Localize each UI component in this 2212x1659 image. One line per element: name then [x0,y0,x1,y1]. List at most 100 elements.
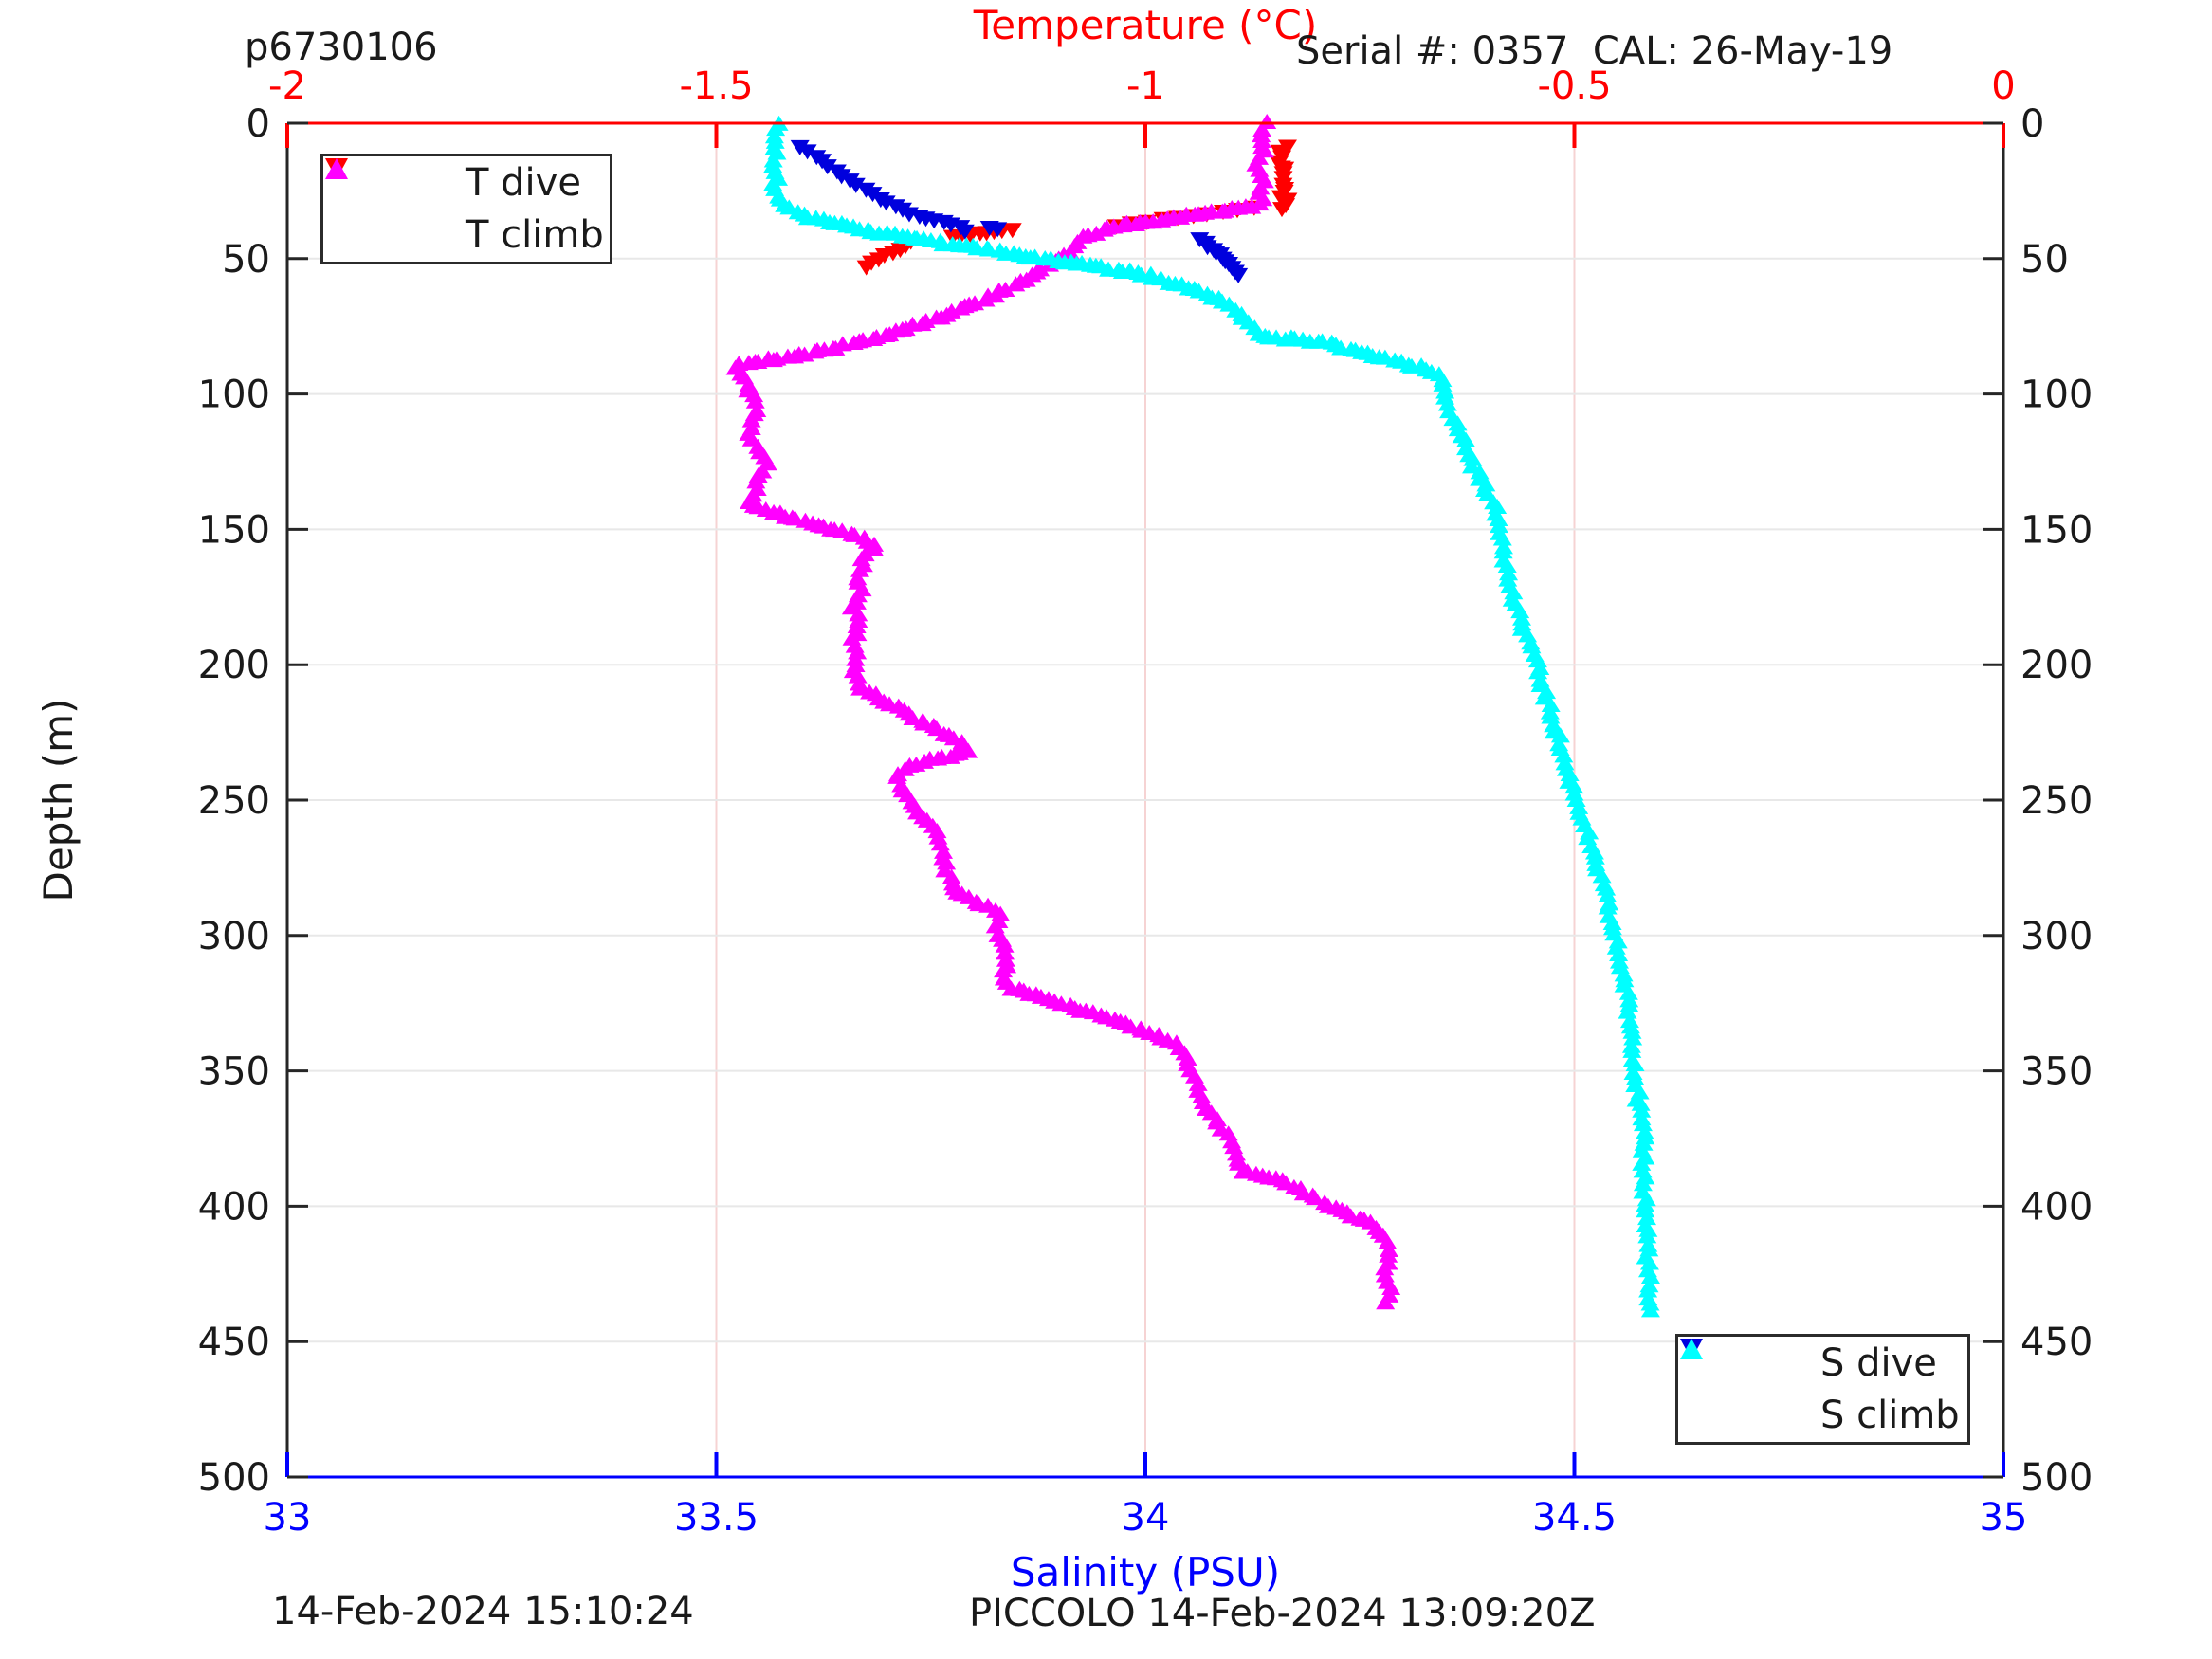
left-tick-label: 200 [198,644,270,687]
data-marker-s-climb [1528,664,1548,680]
data-marker-t-climb [937,854,957,870]
right-tick-label: 300 [2020,915,2093,958]
legend-label: S climb [1820,1394,1960,1438]
data-marker-s-dive [846,177,866,193]
data-marker-s-climb [1598,899,1618,915]
right-tick-label: 250 [2020,779,2093,823]
data-marker-t-climb [995,937,1015,953]
data-marker-t-climb [1376,1294,1396,1310]
top-tick-label: -1.5 [679,64,753,108]
legend-row: T climb [323,158,610,263]
data-marker-t-climb [995,944,1015,960]
bottom-axis-title: Salinity (PSU) [1010,1549,1281,1595]
data-marker-t-climb [744,387,764,403]
top-tick-label: -0.5 [1537,64,1611,108]
left-tick-label: 350 [198,1050,270,1094]
data-marker-t-climb [848,667,868,684]
data-marker-s-dive [797,144,817,160]
data-marker-t-climb [745,392,765,409]
left-tick-label: 100 [198,374,270,417]
data-marker-s-climb [766,120,786,137]
right-tick-label: 450 [2020,1321,2093,1364]
data-marker-s-climb [1636,1202,1655,1218]
data-marker-t-climb [746,473,766,489]
data-marker-t-climb [1381,1280,1401,1296]
data-marker-s-climb [1632,1155,1652,1171]
bottom-tick-label: 35 [1980,1496,2028,1540]
right-tick-label: 100 [2020,374,2093,417]
data-marker-s-climb [1456,431,1476,447]
data-marker-s-climb [1618,1003,1637,1019]
data-marker-s-climb [1492,530,1512,546]
left-tick-label: 500 [198,1456,270,1500]
legend-row: S dive [1678,1337,1967,1390]
legend-row: T dive [323,156,610,210]
left-tick-label: 0 [247,102,270,146]
data-marker-t-climb [865,540,885,556]
data-marker-s-climb [1639,1254,1659,1270]
legend-salinity: S dive S climb [1675,1334,1970,1445]
data-marker-t-climb [1006,276,1026,292]
legend-temperature: T dive T climb [320,154,612,264]
legend-label: T climb [466,213,604,258]
top-tick-label: 0 [1991,64,2015,108]
top-axis-title: Temperature (°C) [973,2,1318,48]
data-marker-s-climb [1634,1135,1654,1151]
data-marker-t-climb [844,334,864,350]
data-marker-s-climb [1541,696,1561,712]
right-tick-label: 50 [2020,238,2069,282]
left-tick-label: 400 [198,1185,270,1229]
data-marker-t-climb [941,868,961,884]
footer-timestamp: 14-Feb-2024 15:10:24 [272,1590,694,1633]
left-tick-label: 250 [198,779,270,823]
left-tick-label: 450 [198,1321,270,1364]
data-marker-s-climb [1437,395,1457,411]
data-marker-t-dive [1271,202,1291,218]
data-marker-s-climb [1638,1221,1658,1237]
data-marker-s-climb [1560,766,1580,782]
data-marker-s-climb [1554,747,1574,763]
data-marker-s-climb [1633,1176,1653,1192]
data-marker-t-climb [759,350,778,366]
data-marker-t-climb [1305,1190,1325,1206]
left-tick-label: 50 [222,238,270,282]
data-marker-s-climb [1622,1042,1642,1058]
data-marker-s-climb [1618,984,1638,1000]
footer-caption: PICCOLO 14-Feb-2024 13:09:20Z [969,1592,1596,1635]
data-marker-s-climb [1550,727,1570,743]
data-marker-s-climb [1640,1302,1660,1318]
data-marker-s-climb [1623,1030,1643,1046]
data-marker-s-climb [1638,1282,1658,1298]
right-tick-label: 500 [2020,1456,2093,1500]
bottom-tick-label: 34 [1122,1496,1170,1540]
data-marker-s-climb [1504,584,1524,600]
data-marker-t-dive [856,260,876,276]
data-marker-t-climb [926,309,946,325]
left-tick-label: 150 [198,508,270,552]
data-marker-s-dive [1229,267,1249,283]
data-marker-s-dive [817,159,837,175]
data-marker-s-climb [765,133,785,149]
data-marker-s-dive [832,169,851,185]
deployment-id: p6730106 [245,26,438,69]
data-marker-s-climb [1488,498,1508,514]
data-marker-t-climb [1375,1260,1395,1276]
data-marker-s-dive [955,224,975,240]
legend-label: S dive [1820,1340,1937,1385]
data-marker-s-climb [1498,571,1518,587]
serial-cal-label: Serial #: 0357 CAL: 26-May-19 [1296,29,1893,73]
legend-label: T dive [466,160,581,205]
data-marker-s-climb [978,241,998,257]
data-marker-s-climb [1510,603,1530,619]
right-tick-label: 0 [2020,102,2044,146]
data-marker-t-climb [991,905,1011,921]
data-marker-s-dive [988,222,1008,238]
top-tick-label: -2 [268,64,306,108]
bottom-tick-label: 33 [264,1496,312,1540]
data-marker-t-climb [976,291,996,307]
right-tick-label: 200 [2020,644,2093,687]
top-tick-label: -1 [1126,64,1164,108]
data-marker-t-climb [848,644,868,660]
right-tick-label: 400 [2020,1185,2093,1229]
